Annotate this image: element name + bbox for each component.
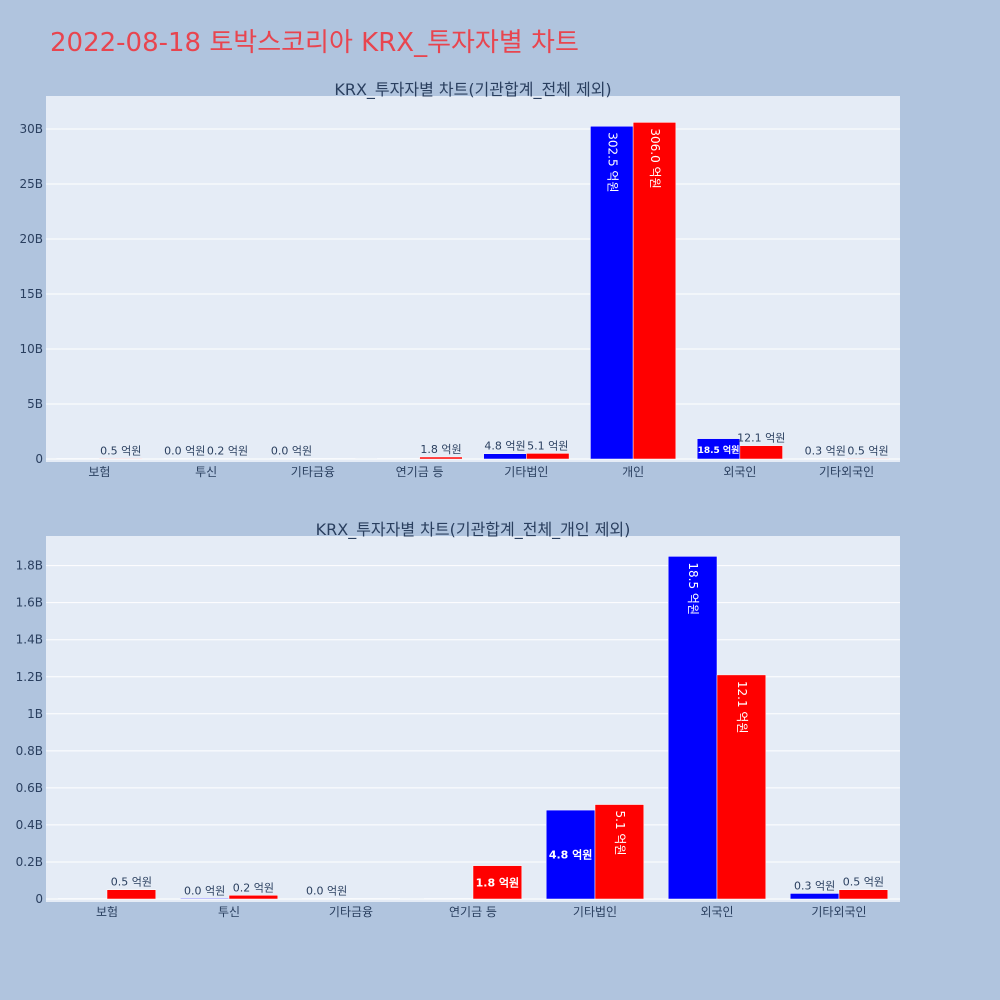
x-tick-label: 외국인	[723, 465, 756, 479]
bar	[590, 126, 634, 460]
y-tick-label: 1.4B	[16, 633, 43, 647]
bar-label: 0.5 억원	[847, 444, 888, 457]
chart-bottom: KRX_투자자별 차트(기관합계_전체_개인 제외) 0 0.2B 0.4B 0.6B 0…	[16, 520, 900, 919]
bar	[472, 865, 523, 900]
bar	[269, 458, 314, 460]
bar-label: 0.3 억원	[805, 445, 846, 458]
bar	[803, 458, 847, 460]
bar-label: 0.0 억원	[164, 445, 205, 458]
y-tick-label: 25B	[19, 177, 43, 191]
bar	[56, 458, 100, 460]
y-tick-label: 1.2B	[16, 670, 43, 684]
bar	[838, 889, 889, 900]
y-tick-label: 0	[35, 892, 43, 906]
bar	[99, 458, 143, 460]
bar	[57, 898, 108, 900]
bar-label: 18.5 억원	[698, 444, 740, 456]
bar	[376, 458, 420, 460]
bar-label: 4.8 억원	[484, 440, 525, 453]
chart-title: KRX_투자자별 차트(기관합계_전체_개인 제외)	[316, 520, 631, 540]
bar-label: 12.1 억원	[737, 432, 785, 445]
bar	[228, 895, 279, 900]
y-tick-label: 1.8B	[16, 559, 43, 573]
bar	[312, 458, 356, 460]
x-tick-label: 보험	[88, 465, 110, 479]
y-tick-label: 0.2B	[16, 855, 43, 869]
bar	[545, 809, 596, 900]
chart-title: KRX_투자자별 차트(기관합계_전체 제외)	[334, 80, 611, 100]
x-tick-label: 기타법인	[573, 905, 617, 919]
bar-label: 0.5 억원	[111, 876, 152, 889]
y-tick-label: 5B	[27, 397, 43, 411]
bar-label: 302.5 억원	[605, 132, 619, 192]
bar-label: 18.5 억원	[686, 562, 700, 615]
x-tick-label: 외국인	[700, 905, 733, 919]
bar	[301, 898, 352, 900]
y-tick-label: 0	[35, 452, 43, 466]
page-title: 2022-08-18 토박스코리아 KRX_투자자별 차트	[50, 28, 579, 58]
x-tick-label: 기타금융	[291, 465, 335, 479]
y-tick-label: 0.6B	[16, 781, 43, 795]
bar-label: 0.0 억원	[271, 445, 312, 458]
bar-label: 0.2 억원	[207, 445, 248, 458]
bar	[483, 453, 527, 460]
bar-label: 12.1 억원	[735, 681, 749, 734]
y-tick-label: 30B	[19, 122, 43, 136]
bar	[350, 898, 401, 900]
y-tick-label: 0.4B	[16, 818, 43, 832]
bar-label: 306.0 억원	[648, 128, 662, 188]
bar-label: 1.8 억원	[476, 875, 520, 889]
y-tick-label: 10B	[19, 342, 43, 356]
bar	[163, 458, 207, 460]
bar	[789, 893, 840, 900]
chart-top: KRX_투자자별 차트(기관합계_전체 제외) 0 5B 10B 15B 20B 25B 30…	[19, 80, 900, 479]
bar	[423, 898, 474, 900]
y-tick-label: 20B	[19, 232, 43, 246]
x-tick-label: 기타법인	[504, 465, 548, 479]
y-tick-label: 15B	[19, 287, 43, 301]
bar-label: 4.8 억원	[549, 848, 593, 862]
bar-label: 1.8 억원	[420, 443, 461, 456]
bar-label: 0.5 억원	[100, 444, 141, 457]
bar	[179, 898, 230, 900]
bar	[716, 674, 767, 900]
bar-label: 0.0 억원	[306, 885, 347, 898]
y-tick-label: 1.6B	[16, 596, 43, 610]
plot-area	[46, 536, 900, 902]
x-tick-label: 보험	[96, 905, 118, 919]
bar	[106, 889, 157, 900]
x-tick-label: 연기금 등	[396, 465, 444, 479]
bar-label: 5.1 억원	[527, 439, 568, 452]
x-tick-label: 기타금융	[329, 905, 373, 919]
x-tick-label: 투신	[218, 905, 240, 919]
bar	[667, 556, 718, 900]
bar	[205, 458, 250, 460]
bar	[526, 453, 570, 460]
x-tick-label: 연기금 등	[449, 905, 497, 919]
bar-label: 0.3 억원	[794, 879, 835, 892]
x-tick-label: 기타외국인	[811, 905, 866, 919]
plot-area	[46, 96, 900, 462]
x-tick-label: 투신	[195, 465, 217, 479]
bar	[846, 458, 890, 460]
bar	[739, 445, 783, 460]
bar-label: 5.1 억원	[613, 811, 627, 856]
bar	[419, 456, 463, 460]
y-tick-label: 1B	[27, 707, 43, 721]
y-tick-label: 0.8B	[16, 744, 43, 758]
bar	[594, 804, 645, 900]
x-tick-label: 개인	[622, 465, 644, 479]
bar-label: 0.0 억원	[184, 884, 225, 897]
bar-label: 0.2 억원	[233, 881, 274, 894]
bar-label: 0.5 억원	[843, 876, 884, 889]
bar	[632, 122, 677, 460]
x-tick-label: 기타외국인	[819, 465, 874, 479]
